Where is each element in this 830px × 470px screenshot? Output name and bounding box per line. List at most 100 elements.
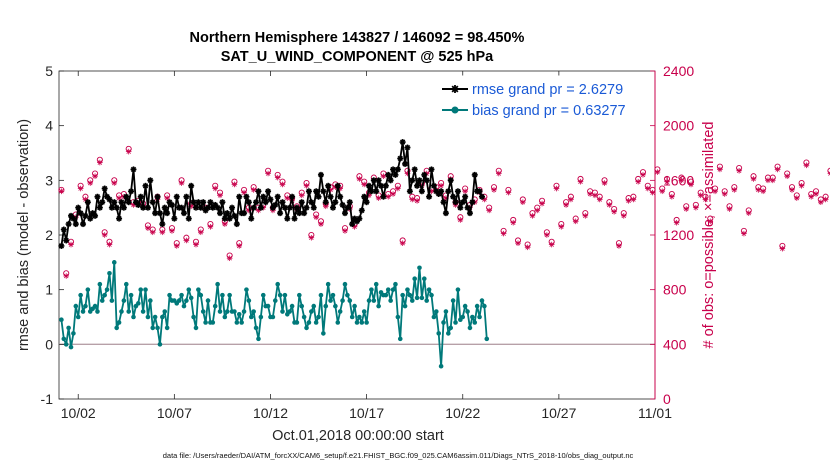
bias-point [277,292,283,298]
rmse-point [414,182,421,189]
bias-point [313,320,319,325]
bias-point [287,309,293,314]
rmse-point [428,166,435,173]
rmse-point [106,196,113,203]
y2-tick-label: 800 [663,282,687,298]
bias-point [143,287,148,292]
rmse-point [356,215,363,222]
chart-title: Northern Hemisphere 143827 / 146092 = 98… [190,30,525,46]
y-tick-label: 0 [45,336,53,352]
rmse-point [341,210,348,217]
bias-point [80,309,86,314]
obs-assimilated-point [409,196,416,203]
obs-assimilated-point [736,167,742,174]
obs-assimilated-point [495,170,502,177]
bias-point [224,309,230,314]
obs-assimilated-point [284,195,291,201]
bias-point [109,298,115,303]
rmse-point [454,188,461,195]
rmse-point [404,144,411,151]
rmse-point [462,193,469,200]
obs-assimilated-point [222,221,228,227]
series-lines [58,139,490,369]
bias-point [371,298,377,303]
obs-assimilated-point [520,199,526,205]
x-tick-label: 11/01 [638,405,672,421]
obs-assimilated-point [231,181,238,188]
bias-point [333,303,338,309]
bias-point [270,314,276,320]
obs-assimilated-point [784,173,790,180]
bias-point [97,281,103,287]
legend: rmse grand pr = 2.6279 bias grand pr = 0… [437,75,651,125]
bias-point [167,292,172,298]
rmse-point [344,204,351,211]
obs-assimilated-point [688,181,694,188]
rmse-point [118,199,125,206]
rmse-point [313,188,320,195]
obs-assimilated-point [755,187,762,193]
obs-assimilated-point [308,234,315,241]
y-tick-label: 1 [45,282,53,298]
rmse-point [77,210,84,217]
obs-assimilated-point [712,188,718,195]
bias-point [71,331,76,336]
bias-point [397,336,403,342]
rmse-point [224,210,231,217]
rmse-point [253,199,260,206]
obs-assimilated-point [173,243,180,249]
bias-point [426,287,432,292]
rmse-point [440,199,447,206]
obs-assimilated-point [596,196,603,203]
obs-assimilated-point [375,195,382,201]
obs-assimilated-point [486,207,492,214]
bias-point [400,292,405,298]
obs-assimilated-point [505,189,512,196]
bias-point [140,309,146,314]
rmse-point [197,204,204,211]
bias-point [232,309,237,314]
obs-assimilated-point [380,173,387,180]
rmse-point [450,193,457,200]
bias-point [272,298,278,303]
bias-point [107,270,112,276]
bias-point [354,320,360,325]
rmse-point [406,188,413,195]
rmse-point [130,166,137,173]
obs-assimilated-point [664,178,670,185]
bias-point [92,303,98,309]
obs-assimilated-point [111,180,118,186]
obs-assimilated-point [212,185,219,192]
bias-point [373,281,379,287]
obs-assimilated-point [673,219,680,226]
obs-assimilated-point [534,207,541,214]
rmse-point [116,215,123,222]
bias-point [443,309,449,314]
bias-point [234,320,240,325]
obs-assimilated-point [813,191,819,197]
bias-point [150,325,156,331]
rmse-point [476,188,483,195]
bias-point [321,331,326,336]
obs-assimilated-point [721,191,728,197]
obs-assimilated-point [822,196,829,203]
obs-assimilated-point [92,173,98,180]
y-tick-label: 2 [45,227,53,243]
rmse-point [173,193,180,200]
obs-assimilated-point [818,199,824,205]
legend-bias-marker [451,106,459,114]
rmse-point [418,188,425,195]
bias-point [482,303,487,309]
rmse-point [310,204,317,211]
obs-assimilated-point [707,218,714,225]
obs-assimilated-point [774,166,781,173]
bias-point [289,303,295,309]
obs-assimilated-point [644,185,651,192]
bias-point [162,309,168,314]
obs-assimilated-point [399,240,406,246]
obs-possible-point [827,167,830,174]
bias-point [477,314,482,320]
rmse-point [147,177,154,184]
obs-assimilated-point [236,243,243,249]
rmse-point [248,215,255,222]
